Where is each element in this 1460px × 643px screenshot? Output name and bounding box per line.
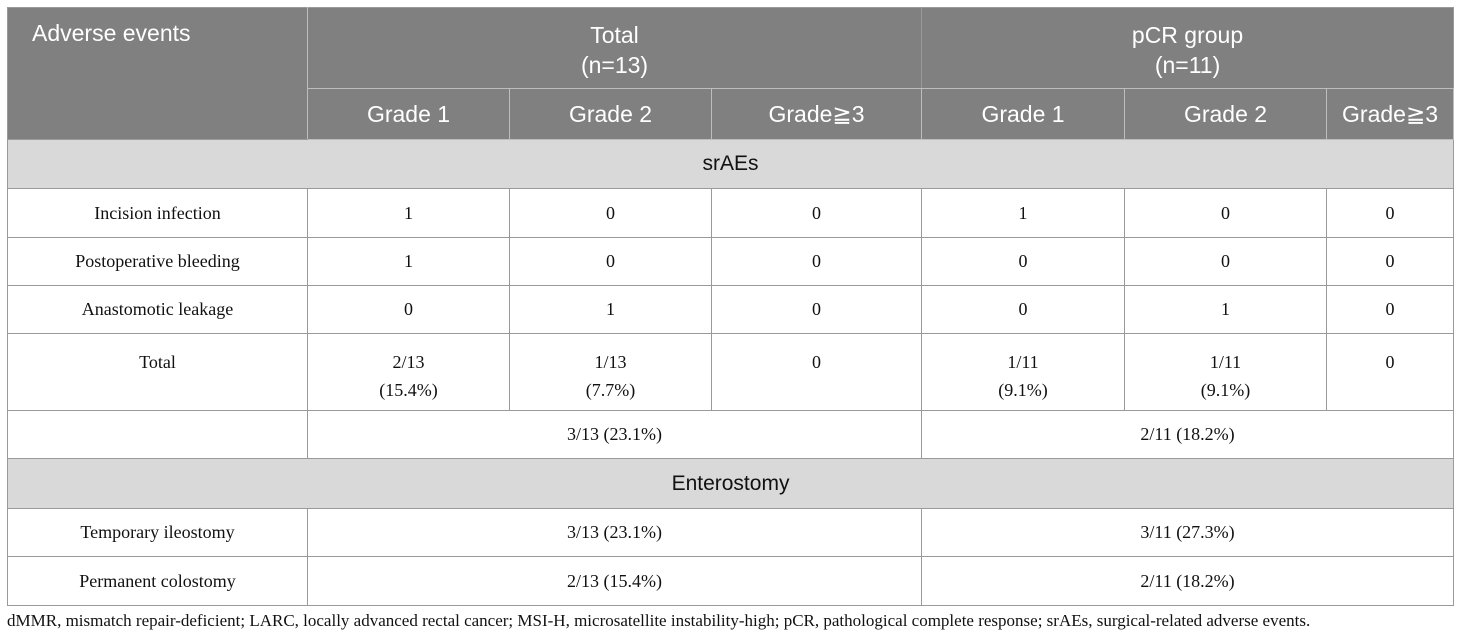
table-row-total: Total 2/13 (15.4%) 1/13 (7.7%) 0 1/11 (9…	[7, 333, 1455, 411]
table-row: Permanent colostomy 2/13 (15.4%) 2/11 (1…	[7, 556, 1455, 606]
cell-percent: (15.4%)	[379, 380, 438, 400]
header-total: Total (n=13)	[306, 7, 923, 89]
header-pcr-n: (n=11)	[1154, 52, 1221, 78]
summary-pcr-cell: 2/11 (18.2%)	[921, 410, 1455, 459]
table-cell: 0	[509, 188, 712, 238]
header-total-title: Total	[590, 22, 639, 48]
table-cell: 2/11 (18.2%)	[921, 556, 1455, 606]
row-label: Temporary ileostomy	[7, 508, 308, 557]
total-grade-3-plus-cell: 0	[710, 333, 923, 411]
table-cell: 3/11 (27.3%)	[921, 508, 1455, 557]
table-cell: 2/13 (15.4%)	[306, 556, 923, 606]
table-cell: 0	[921, 237, 1126, 286]
cell-percent: (9.1%)	[1200, 380, 1251, 400]
cell-fraction: 1/11	[1209, 352, 1242, 372]
total-grade-2-cell: 1/13 (7.7%)	[509, 333, 712, 411]
summary-total-cell: 3/13 (23.1%)	[306, 410, 923, 459]
header-pcr-grade-3-plus: Grade≧3	[1326, 88, 1455, 140]
pcr-grade-3-plus-cell: 0	[1326, 333, 1455, 411]
row-label: Postoperative bleeding	[7, 237, 308, 286]
header-row-groups: Adverse events Total (n=13) pCR group (n…	[7, 7, 1455, 140]
section-row-enterostomy: Enterostomy	[6, 458, 1455, 509]
row-label: Permanent colostomy	[7, 556, 308, 606]
table-cell: 1	[1124, 285, 1328, 334]
table-cell: 0	[509, 237, 712, 286]
header-row-grades: Grade 1 Grade 2 Grade≧3 Grade 1 Grade 2 …	[8, 88, 1455, 140]
header-total-grade-3-plus: Grade≧3	[710, 88, 923, 140]
table-cell: 0	[710, 188, 923, 238]
cell-percent: (9.1%)	[998, 380, 1048, 400]
row-label: Anastomotic leakage	[7, 285, 308, 334]
table-row: Temporary ileostomy 3/13 (23.1%) 3/11 (2…	[7, 508, 1455, 557]
row-label-total: Total	[7, 333, 308, 411]
header-adverse-events: Adverse events	[7, 7, 308, 140]
header-total-grade-1: Grade 1	[307, 88, 510, 140]
table-cell: 0	[1326, 237, 1455, 286]
table-cell: 3/13 (23.1%)	[306, 508, 923, 557]
pcr-grade-2-cell: 1/11 (9.1%)	[1124, 333, 1328, 411]
section-title-enterostomy: Enterostomy	[6, 458, 1455, 509]
total-grade-1-cell: 2/13 (15.4%)	[307, 333, 510, 411]
table-footnote: dMMR, mismatch repair-deficient; LARC, l…	[7, 611, 1311, 630]
header-pcr-grade-1: Grade 1	[921, 88, 1126, 140]
header-pcr-group: pCR group (n=11)	[921, 7, 1455, 89]
table-cell: 0	[1326, 188, 1455, 238]
table-row: Anastomotic leakage 0 1 0 0 1 0	[7, 285, 1455, 334]
table-cell: 0	[1124, 188, 1328, 238]
table-row-summary: 3/13 (23.1%) 2/11 (18.2%)	[7, 410, 1455, 459]
header-total-grade-2: Grade 2	[509, 88, 712, 140]
cell-percent: (7.7%)	[585, 380, 636, 400]
table-cell: 0	[1124, 237, 1328, 286]
section-title-sraes: srAEs	[6, 139, 1455, 189]
table-cell: 0	[710, 285, 923, 334]
header-pcr-grade-2: Grade 2	[1124, 88, 1328, 140]
cell-fraction: 2/13	[392, 352, 425, 372]
cell-fraction: 1/11	[1007, 352, 1039, 372]
table-cell: 0	[921, 285, 1126, 334]
cell-fraction: 1/13	[594, 352, 627, 372]
table-cell: 1	[307, 188, 510, 238]
table-cell: 0	[307, 285, 510, 334]
table-cell: 1	[509, 285, 712, 334]
adverse-events-table: Adverse events Total (n=13) pCR group (n…	[6, 7, 1455, 606]
row-label: Incision infection	[7, 188, 308, 238]
table-cell: 1	[921, 188, 1126, 238]
header-pcr-title: pCR group	[1131, 22, 1244, 48]
table-cell: 0	[710, 237, 923, 286]
section-row-sraes: srAEs	[6, 139, 1455, 189]
header-total-n: (n=13)	[580, 52, 649, 78]
table-cell: 1	[307, 237, 510, 286]
table-row: Incision infection 1 0 0 1 0 0	[7, 188, 1455, 238]
table-row: Postoperative bleeding 1 0 0 0 0 0	[7, 237, 1455, 286]
pcr-grade-1-cell: 1/11 (9.1%)	[921, 333, 1126, 411]
table-cell: 0	[1326, 285, 1455, 334]
row-label-empty	[7, 410, 308, 459]
